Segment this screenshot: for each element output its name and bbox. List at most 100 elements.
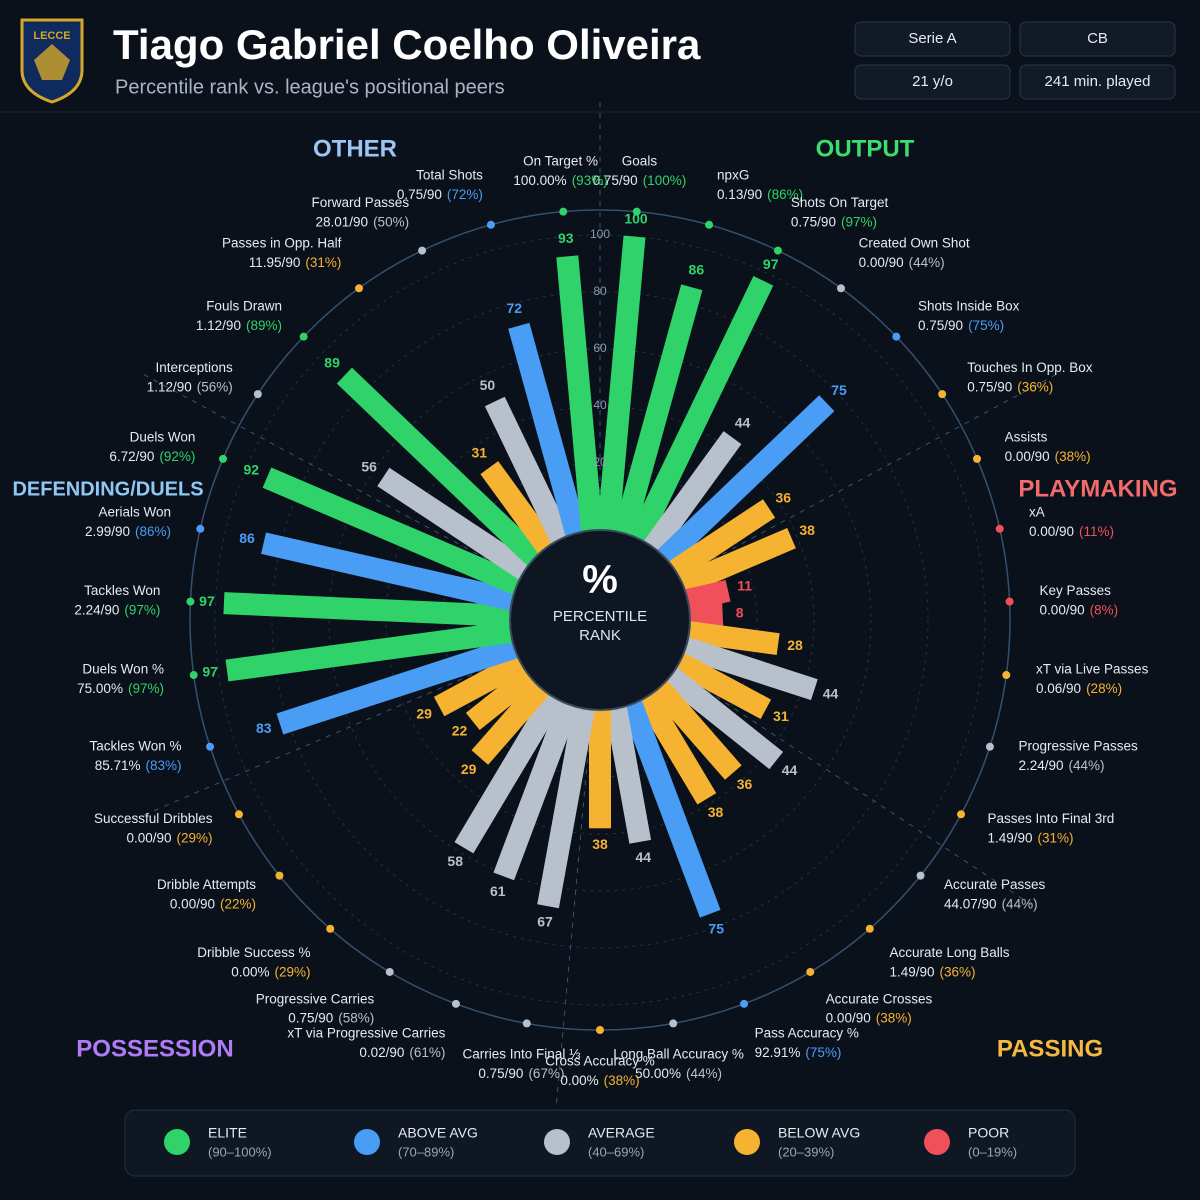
bar-value-label: 44 [735,415,751,431]
bar-value-label: 28 [787,637,803,653]
bar [225,619,523,682]
metric-percentile: (86%) [135,524,171,539]
metric-stat-line: 0.75/90 (58%) [288,1010,374,1025]
bar [480,461,562,562]
metric-stat-line: 0.06/90 (28%) [1036,681,1122,696]
metric-stat: 0.00/90 [170,896,215,911]
bar-value-label: 93 [558,230,574,246]
metric-name: Carries Into Final ⅓ [463,1046,581,1061]
metric-percentile: (44%) [686,1065,722,1080]
metric-name: Passes Into Final 3rd [987,811,1114,826]
metric-stat: 0.75/90 [397,186,442,201]
bar [677,619,780,656]
bar-value-label: 67 [537,914,553,930]
metric-stat-line: 0.75/90 (72%) [397,186,483,201]
ring-marker [957,810,966,819]
metric-stat-line: 0.00/90 (29%) [126,830,212,845]
metric-name: Created Own Shot [859,236,970,251]
metric-stat: 0.75/90 [478,1065,523,1080]
bar [508,322,590,546]
metric-stat-line: 92.91% (75%) [755,1045,842,1060]
group-title: PLAYMAKING [1018,475,1177,502]
metric-stat: 0.00/90 [1005,449,1050,464]
ring-marker [451,999,460,1008]
center-label: PERCENTILE [553,608,647,625]
metric-stat: 0.00/90 [126,830,171,845]
legend-box [124,1109,1076,1177]
metric-name: Shots Inside Box [918,298,1020,313]
bar-value-label: 89 [324,355,340,371]
metric-name: Pass Accuracy % [755,1026,859,1041]
metric-name: Dribble Attempts [157,877,256,892]
bar-value-label: 100 [624,210,648,226]
metric-name: Long Ball Accuracy % [613,1046,744,1061]
metric-percentile: (29%) [177,830,213,845]
group-separator [679,671,1035,907]
ring-marker [806,967,815,976]
bar [223,592,521,628]
metric-name: xA [1029,505,1045,520]
legend-swatch [734,1129,760,1155]
metric-stat-line: 0.02/90 (61%) [359,1045,445,1060]
metric-name: Dribble Success % [197,945,310,960]
metric-stat: 44.07/90 [944,896,997,911]
metric-stat-line: 0.13/90 (86%) [717,186,803,201]
metric-percentile: (44%) [1002,896,1038,911]
legend-label: ABOVE AVG [398,1125,478,1141]
bar [484,396,576,553]
ring-marker [275,871,284,880]
bar-value-label: 50 [480,377,496,393]
metric-stat: 92.91% [755,1045,801,1060]
metric-stat: 0.00% [231,964,269,979]
group-separator [683,373,1059,576]
metric-name: Cross Accuracy % [545,1054,655,1069]
metric-name: On Target % [523,153,598,168]
legend-label: BELOW AVG [778,1125,860,1141]
bar-value-label: 75 [831,382,847,398]
bar-value-label: 8 [736,604,744,620]
metric-percentile: (22%) [220,896,256,911]
ring-marker [234,810,243,819]
grid-circle [442,462,758,778]
ring-marker [705,220,714,229]
metric-name: npxG [717,167,749,182]
metric-percentile: (92%) [159,449,195,464]
bar-value-label: 92 [244,462,260,478]
bar [603,696,652,844]
metric-percentile: (58%) [338,1010,374,1025]
metric-percentile: (97%) [841,214,877,229]
metric-stat-line: 1.49/90 (36%) [889,964,975,979]
metric-stat: 2.99/90 [85,524,130,539]
metric-percentile: (89%) [246,317,282,332]
metric-name: Accurate Crosses [826,991,933,1006]
metric-stat-line: 44.07/90 (44%) [944,896,1038,911]
metric-percentile: (72%) [447,186,483,201]
metric-name: Tackles Won [84,583,160,598]
badge-text: 21 y/o [912,73,953,90]
legend-range: (0–19%) [968,1144,1017,1159]
bar [262,467,531,599]
bar-value-label: 44 [635,849,651,865]
ring-marker [1005,597,1014,606]
ring-marker [740,999,749,1008]
metric-percentile: (75%) [805,1045,841,1060]
bar [465,661,545,731]
grid-circle [328,348,872,892]
metric-stat: 1.49/90 [987,830,1032,845]
metric-stat: 0.00/90 [826,1010,871,1025]
metric-stat: 0.02/90 [359,1045,404,1060]
metric-name: Assists [1005,430,1048,445]
metric-percentile: (29%) [274,964,310,979]
bar-value-label: 44 [782,762,798,778]
crest-emblem [34,44,70,80]
ring-marker [892,332,901,341]
metric-name: Passes in Opp. Half [222,236,342,251]
bar [631,683,717,805]
metric-stat-line: 100.00% (93%) [513,172,607,187]
legend-range: (70–89%) [398,1144,454,1159]
badge-text: CB [1087,30,1108,47]
metric-percentile: (38%) [1055,449,1091,464]
legend-swatch [354,1129,380,1155]
metric-percentile: (8%) [1090,602,1119,617]
